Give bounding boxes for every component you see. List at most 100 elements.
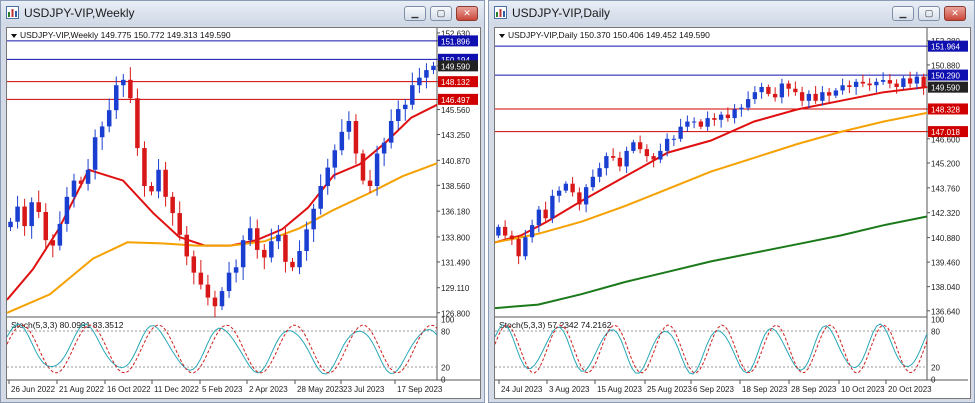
candle-body — [410, 85, 415, 105]
window-titlebar[interactable]: USDJPY-VIP,Daily ▁ ▢ ✕ — [489, 1, 974, 25]
date-label: 20 Oct 2023 — [888, 385, 932, 394]
candle-body — [254, 228, 260, 250]
window-titlebar[interactable]: USDJPY-VIP,Weekly ▁ ▢ ✕ — [1, 1, 484, 25]
candle-body — [725, 114, 731, 119]
chart-area[interactable]: 152.280151.964150.880150.290149.590148.3… — [494, 27, 971, 399]
moving-average-line — [7, 103, 438, 301]
stoch-k-line — [495, 323, 928, 375]
daily-price-chart[interactable]: 152.280151.964150.880150.290149.590148.3… — [495, 28, 970, 398]
candle-body — [417, 77, 422, 86]
close-button[interactable]: ✕ — [456, 6, 478, 21]
candle-body — [806, 93, 812, 101]
price-tag — [438, 35, 478, 47]
candle-body — [543, 209, 548, 219]
candle-body — [170, 196, 175, 214]
candle-body — [570, 183, 575, 193]
price-label: 145.200 — [931, 159, 960, 168]
candle-body — [867, 83, 872, 86]
candle-body — [712, 118, 717, 120]
candle-body — [247, 228, 253, 241]
candle-body — [15, 206, 20, 222]
date-label: 6 Sep 2023 — [693, 385, 734, 394]
price-label: 133.800 — [441, 233, 470, 242]
candle-body — [610, 156, 616, 158]
candle-body — [786, 83, 791, 89]
maximize-button[interactable]: ▢ — [430, 6, 452, 21]
candle-body — [29, 202, 34, 227]
maximize-button[interactable]: ▢ — [918, 6, 940, 21]
chart-header: USDJPY-VIP,Daily 150.370 150.406 149.452… — [508, 30, 710, 40]
candle-body — [304, 229, 309, 251]
candle-body — [651, 156, 656, 160]
candle-body — [745, 99, 751, 108]
price-label: 149.590 — [931, 84, 960, 93]
chart-window-icon — [494, 6, 507, 19]
candle-body — [262, 249, 267, 258]
candle-body — [191, 256, 197, 273]
price-label: 149.590 — [441, 62, 470, 71]
candle-body — [914, 76, 920, 84]
date-label: 25 Aug 2023 — [647, 385, 692, 394]
candle-body — [739, 107, 744, 110]
price-label: 140.880 — [931, 234, 960, 243]
candle-body — [346, 121, 352, 132]
price-label: 138.560 — [441, 182, 470, 191]
candle-body — [523, 237, 528, 257]
candle-body — [550, 195, 555, 219]
price-label: 136.180 — [441, 208, 470, 217]
candle-body — [8, 221, 13, 228]
chart-area[interactable]: 152.630 151.896 150.194 149.590 148.132 146.4… — [6, 27, 481, 399]
candle-body — [563, 183, 569, 191]
candle-body — [106, 110, 112, 127]
candle-body — [219, 291, 225, 307]
candle-body — [637, 142, 643, 150]
close-icon: ✕ — [951, 8, 959, 18]
weekly-chart-window[interactable]: USDJPY-VIP,Weekly ▁ ▢ ✕ 152.630 151.896 15… — [0, 0, 485, 403]
minimize-button[interactable]: ▁ — [404, 6, 426, 21]
price-label: 140.870 — [441, 157, 470, 166]
candle-body — [691, 121, 697, 123]
candle-body — [880, 80, 886, 82]
date-label: 28 May 2023 — [297, 385, 344, 394]
daily-chart-window[interactable]: USDJPY-VIP,Daily ▁ ▢ ✕ 152.280151.964150… — [488, 0, 975, 403]
price-label: 139.460 — [931, 259, 960, 268]
candle-body — [85, 169, 91, 184]
candle-body — [353, 121, 359, 154]
candle-body — [840, 85, 845, 91]
price-tag — [438, 53, 478, 65]
close-icon: ✕ — [463, 8, 471, 18]
candle-body — [658, 150, 663, 160]
price-label: 150.880 — [931, 61, 960, 70]
price-label: 151.896 — [441, 37, 470, 46]
candle-body — [177, 213, 182, 235]
candle-body — [718, 114, 724, 120]
candle-body — [142, 148, 147, 186]
candle-body — [664, 138, 670, 151]
candle-body — [283, 234, 288, 262]
stoch-tick-label: 20 — [441, 364, 450, 373]
candle-body — [374, 153, 380, 186]
stoch-tick-label: 80 — [931, 328, 940, 337]
candle-body — [325, 167, 330, 186]
moving-average-line — [495, 111, 928, 244]
candle-body — [198, 272, 204, 285]
moving-average-line — [495, 215, 928, 310]
dropdown-icon — [499, 34, 505, 38]
candle-body — [671, 138, 677, 140]
price-label: 152.630 — [441, 29, 470, 38]
candle-body — [121, 79, 126, 86]
date-label: 15 Aug 2023 — [597, 385, 642, 394]
candle-body — [644, 149, 650, 157]
candle-body — [556, 190, 562, 196]
candle-body — [114, 85, 119, 111]
price-label: 126.800 — [441, 309, 470, 318]
candle-body — [799, 92, 805, 101]
candle-body — [318, 186, 323, 209]
minimize-button[interactable]: ▁ — [892, 6, 914, 21]
candle-body — [624, 150, 629, 167]
stoch-tick-label: 100 — [441, 316, 455, 325]
close-button[interactable]: ✕ — [944, 6, 966, 21]
price-label: 138.040 — [931, 283, 960, 292]
candle-body — [403, 104, 408, 110]
